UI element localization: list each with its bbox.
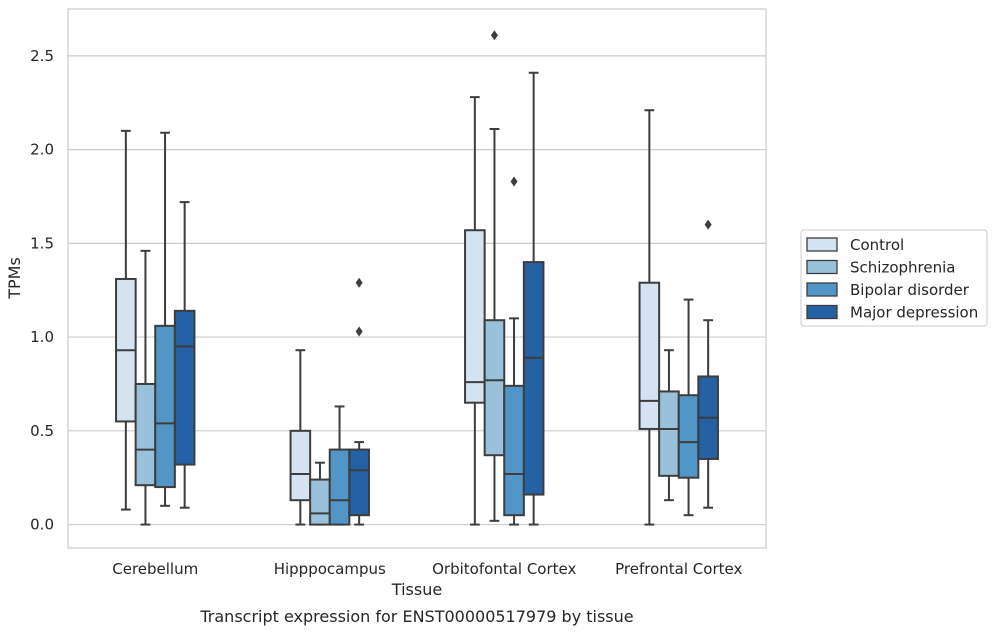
legend-label: Bipolar disorder <box>850 281 970 299</box>
box-iqr <box>483 319 506 457</box>
axes-frame <box>67 8 767 549</box>
box-iqr <box>677 394 700 479</box>
box-iqr <box>289 429 312 502</box>
plot-border <box>67 8 767 549</box>
y-tick-label: 0.5 <box>30 422 54 440</box>
box-group <box>115 129 137 511</box>
y-tick-label: 2.5 <box>30 47 54 65</box>
chart-caption: Transcript expression for ENST0000051797… <box>199 607 633 626</box>
y-tick-label: 0.0 <box>30 516 54 534</box>
box-group <box>677 298 700 517</box>
legend-label: Schizophrenia <box>850 259 955 277</box>
box-group <box>464 96 486 526</box>
box-iqr <box>522 261 545 496</box>
y-axis-label: TPMs <box>5 257 24 300</box>
legend-swatch <box>806 259 838 275</box>
box-group <box>522 71 545 526</box>
legend-label: Control <box>850 236 904 254</box>
outlier-point <box>704 219 712 230</box>
boxes-layer <box>115 30 719 526</box>
box-iqr <box>658 390 680 477</box>
x-tick-label: Hipppocampus <box>274 560 386 578</box>
legend-swatch <box>806 304 838 320</box>
box-group <box>638 109 661 526</box>
box-iqr <box>154 324 176 489</box>
box-iqr <box>503 384 525 517</box>
box-iqr <box>638 281 661 430</box>
box-iqr <box>309 478 331 526</box>
x-tick-label: Orbitofontal Cortex <box>432 560 576 578</box>
outlier-point <box>490 30 498 41</box>
y-tick-label: 2.0 <box>30 141 54 159</box>
x-tick-labels: Cerebellum Hipppocampus Orbitofontal Corte… <box>112 560 742 578</box>
outlier-point <box>355 277 363 288</box>
legend: Control Schizophrenia Bipolar disorder Majo… <box>800 229 988 327</box>
box-group <box>483 30 506 522</box>
y-tick-labels: 0.0 0.5 1.0 1.5 2.0 2.5 <box>30 47 54 534</box>
box-group <box>348 277 370 526</box>
x-tick-label: Prefrontal Cortex <box>615 560 742 578</box>
outlier-point <box>510 176 518 187</box>
x-axis-label: Tissue <box>391 580 442 599</box>
legend-frame <box>800 229 988 327</box>
box-group <box>697 219 719 509</box>
x-tick-label: Cerebellum <box>112 560 198 578</box>
y-tick-label: 1.5 <box>30 234 54 252</box>
box-group <box>289 349 312 526</box>
box-iqr <box>348 448 370 517</box>
box-group <box>134 249 157 526</box>
box-group <box>173 201 196 509</box>
box-iqr <box>173 309 196 466</box>
legend-label: Major depression <box>850 304 978 322</box>
outlier-point <box>355 326 363 337</box>
box-iqr <box>328 448 351 526</box>
legend-swatch <box>806 237 838 252</box>
box-iqr <box>464 229 486 404</box>
box-iqr <box>134 382 157 487</box>
legend-swatch <box>806 282 838 297</box>
y-tick-label: 1.0 <box>30 328 54 346</box>
